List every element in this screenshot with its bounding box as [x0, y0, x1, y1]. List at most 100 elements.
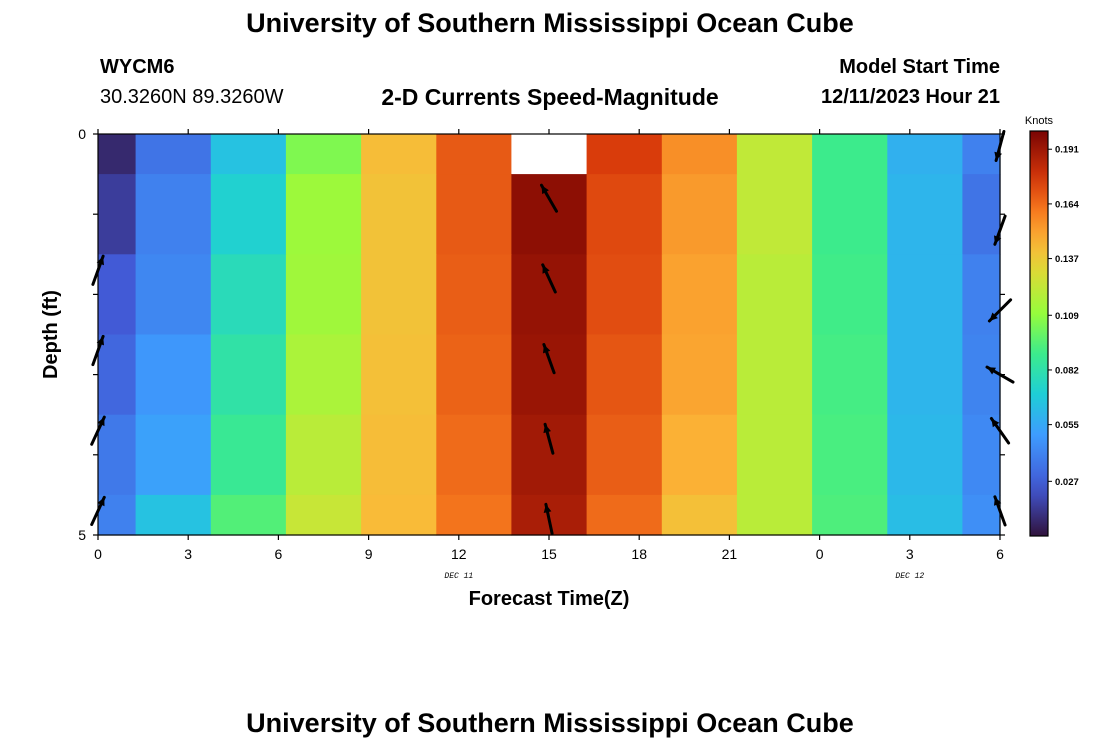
heatmap-cell: [586, 494, 663, 536]
heatmap-cell: [361, 254, 437, 336]
colorbar-tick-label: 0.027: [1055, 477, 1079, 488]
x-tick-label: 0: [816, 546, 824, 562]
colorbar: Knots 0.027 0.055 0.082 0.109 0.137 0.164 0.191: [1025, 115, 1079, 537]
heatmap-cell: [511, 134, 588, 175]
heatmap-cell: [285, 334, 362, 416]
colorbar-tick-label: 0.137: [1055, 254, 1079, 265]
heatmap-cell: [661, 414, 738, 496]
heatmap-cell: [210, 134, 287, 175]
arrow-head: [543, 344, 551, 354]
heatmap-cell: [812, 174, 888, 255]
arrow-head: [543, 424, 551, 434]
heatmap-cell: [962, 334, 1001, 416]
x-tick-label: 21: [722, 546, 738, 562]
colorbar-scale: [1029, 130, 1049, 537]
heatmap-cell: [736, 334, 813, 416]
heatmap-cell: [135, 414, 212, 496]
heatmap-cell: [210, 254, 287, 336]
x-tick-label: 3: [906, 546, 914, 562]
x-tick-label: 3: [184, 546, 192, 562]
heatmap-cell: [511, 414, 588, 496]
y-tick-label: 5: [78, 527, 86, 543]
heatmap-cell: [210, 334, 287, 416]
arrow-head: [542, 264, 550, 274]
heatmap-cell: [812, 494, 888, 536]
y-axis: 05: [78, 126, 1005, 543]
arrow-head: [987, 367, 996, 375]
heatmap-cell: [736, 494, 813, 536]
heatmap-cell: [887, 254, 964, 336]
arrow-head: [97, 497, 105, 507]
station-coords: 30.3260N 89.3260W: [100, 86, 284, 108]
heatmap-cell: [736, 414, 813, 496]
heatmap-cell: [887, 334, 964, 416]
heatmap-cell: [135, 494, 212, 536]
heatmap-cell: [285, 254, 362, 336]
heatmap-cell: [511, 334, 588, 416]
heatmap-cell: [661, 134, 738, 175]
heatmap-cell: [361, 134, 437, 175]
chart-subtitle: 2-D Currents Speed-Magnitude: [381, 84, 719, 110]
heatmap-cell: [285, 494, 362, 536]
heatmap-cell: [962, 254, 1001, 336]
x-tick-label: 6: [275, 546, 283, 562]
current-vector-arrow: [542, 343, 556, 375]
heatmap-cell: [511, 174, 588, 255]
heatmap-cell: [812, 334, 888, 416]
heatmap-cell: [436, 134, 513, 175]
heatmap-cells: [98, 134, 1001, 536]
heatmap-cell: [98, 134, 137, 175]
y-tick-label: 0: [78, 126, 86, 142]
heatmap-cell: [98, 334, 137, 416]
heatmap-cell: [736, 254, 813, 336]
heatmap-cell: [812, 254, 888, 336]
model-start-value: 12/11/2023 Hour 21: [820, 86, 1000, 108]
colorbar-tick-label: 0.055: [1055, 420, 1079, 431]
heatmap-cell: [210, 494, 287, 536]
colorbar-tick-label: 0.109: [1055, 311, 1079, 322]
arrow-head: [543, 504, 552, 513]
arrow-head: [989, 312, 998, 321]
heatmap-cell: [962, 414, 1001, 496]
current-vector-arrow: [543, 422, 555, 455]
heatmap-cell: [812, 134, 888, 175]
heatmap-cell: [436, 254, 513, 336]
x-axis-label: Forecast Time(Z): [469, 588, 630, 610]
station-id: WYCM6: [100, 56, 175, 78]
heatmap-cell: [887, 134, 964, 175]
heatmap-cell: [361, 414, 437, 496]
heatmap-cell: [98, 174, 137, 255]
heatmap-cell: [436, 414, 513, 496]
model-start-label: Model Start Time: [839, 56, 1000, 78]
heatmap-cell: [135, 134, 212, 175]
x-tick-label: 9: [365, 546, 373, 562]
heatmap-cell: [962, 174, 1001, 255]
arrow-head: [97, 417, 105, 427]
heatmap-cell: [98, 254, 137, 336]
heatmap-cell: [736, 134, 813, 175]
heatmap-cell: [210, 174, 287, 255]
colorbar-tick-label: 0.191: [1055, 145, 1079, 156]
page-title: University of Southern Mississippi Ocean…: [246, 8, 854, 38]
x-tick-label: 15: [541, 546, 557, 562]
heatmap-cell: [436, 334, 513, 416]
x-tick-label: 6: [996, 546, 1004, 562]
heatmap-cell: [361, 174, 437, 255]
heatmap-cell: [361, 494, 437, 536]
heatmap-cell: [887, 494, 964, 536]
heatmap-cell: [210, 414, 287, 496]
footer-title: University of Southern Mississippi Ocean…: [246, 708, 854, 738]
arrow-head: [991, 418, 1000, 428]
heatmap-cell: [661, 174, 738, 255]
heatmap-cell: [962, 494, 1001, 536]
heatmap-cell: [135, 254, 212, 336]
heatmap-cell: [661, 254, 738, 336]
colorbar-tick-label: 0.082: [1055, 365, 1079, 376]
day-label: DEC 12: [895, 572, 924, 581]
x-axis: 0 3 6 9 12 15 18 21 0 3 6 DEC 11 DEC 12: [94, 129, 1004, 581]
heatmap-cell: [661, 494, 738, 536]
heatmap-cell: [586, 254, 663, 336]
heatmap-cell: [736, 174, 813, 255]
heatmap-cell: [436, 174, 513, 255]
heatmap-cell: [661, 334, 738, 416]
